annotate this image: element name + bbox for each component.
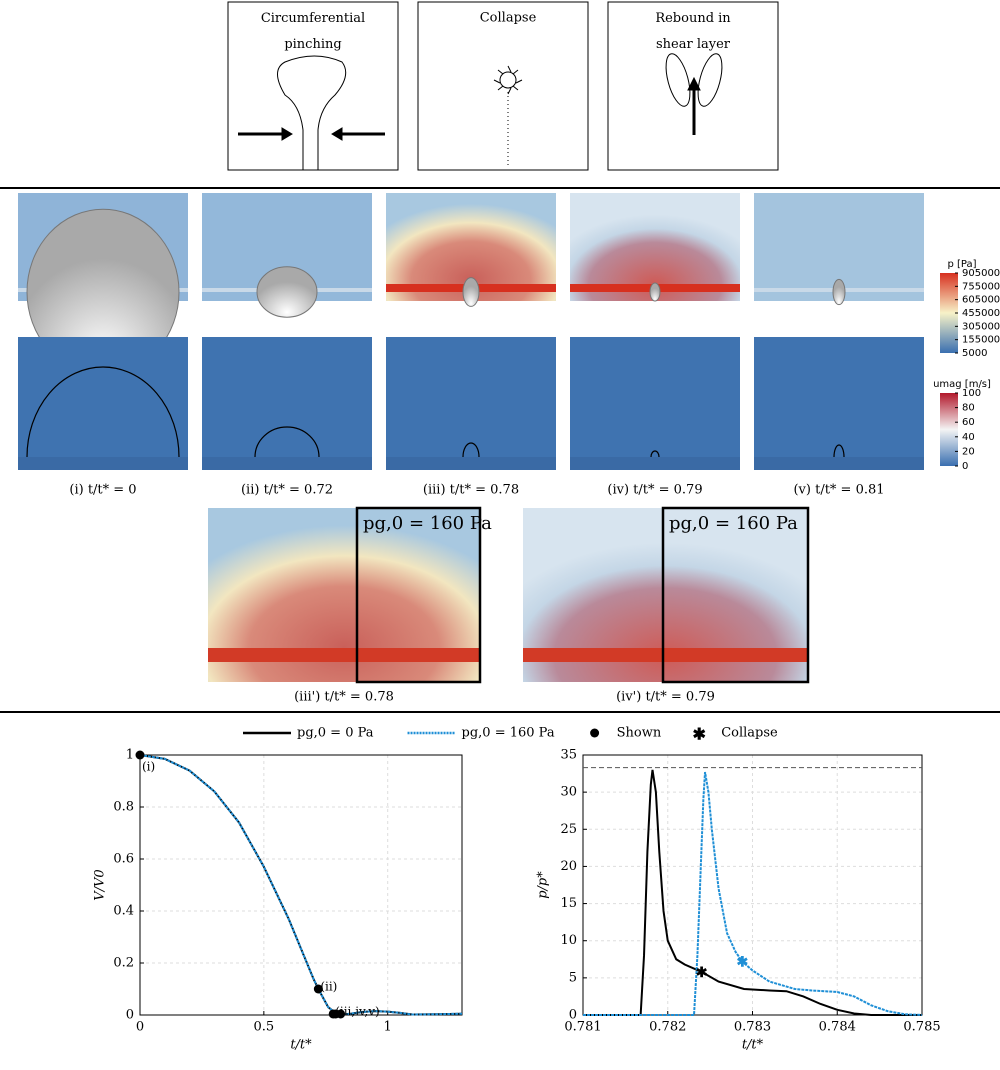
- x-axis-label: t/t*: [290, 1038, 312, 1053]
- bubble: [650, 283, 660, 301]
- y-tick-label: 0.6: [113, 852, 134, 867]
- velocity-image: [754, 337, 924, 470]
- x-axis-label: t/t*: [742, 1038, 764, 1053]
- velocity-image: [202, 337, 372, 470]
- y-tick-label: 0: [126, 1008, 134, 1023]
- arrowhead: [332, 128, 342, 140]
- panel-caption: (v) t/t* = 0.81: [793, 483, 884, 498]
- inset-label: pg,0 = 160 Pa: [669, 513, 798, 534]
- inset-label: pg,0 = 160 Pa: [363, 513, 492, 534]
- y-tick-label: 0.2: [113, 956, 134, 971]
- ring: [661, 51, 694, 108]
- wall-band: [208, 648, 480, 662]
- colorbar-tick-label: 905000: [962, 268, 1000, 279]
- colorbar-tick-label: 305000: [962, 321, 1000, 332]
- y-tick-label: 15: [560, 896, 577, 911]
- simulation-panels: (i) t/t* = 0 (ii) t/t* = 0.72 (iii) t/t* =…: [18, 193, 1000, 705]
- y-tick-label: 5: [569, 970, 577, 985]
- bubble: [463, 278, 479, 307]
- colorbar-tick-label: 100: [962, 388, 981, 399]
- wall-band: [754, 457, 924, 470]
- shown-point: [336, 1009, 345, 1018]
- collapse-point: [500, 72, 516, 88]
- y-tick-label: 10: [560, 933, 577, 948]
- legend-marker: [590, 729, 599, 738]
- colorbar-tick-label: 20: [962, 446, 975, 457]
- y-tick-label: 20: [560, 859, 577, 874]
- wall-band: [18, 457, 188, 470]
- schematic-label: Collapse: [480, 11, 537, 26]
- legend-marker: ✱: [693, 725, 706, 744]
- colorbar-tick-label: 605000: [962, 295, 1000, 306]
- colorbar-tick-label: 40: [962, 432, 975, 443]
- wall-band: [523, 648, 808, 662]
- velocity-image: [570, 337, 740, 470]
- colorbar-tick-label: 60: [962, 417, 975, 428]
- colorbar-tick-label: 455000: [962, 308, 1000, 319]
- wall-band: [386, 457, 556, 470]
- y-tick-label: 0.4: [113, 904, 134, 919]
- y-tick-label: 1: [126, 748, 134, 763]
- legend-label: Shown: [617, 726, 662, 741]
- velocity-image: [386, 337, 556, 470]
- wall-band: [570, 457, 740, 470]
- x-tick-label: 0.785: [903, 1020, 940, 1035]
- panel-caption: (iv) t/t* = 0.79: [607, 483, 702, 498]
- colorbar-tick-label: 755000: [962, 281, 1000, 292]
- y-tick-label: 0.8: [113, 800, 134, 815]
- x-tick-label: 0.5: [254, 1020, 275, 1035]
- bubble: [833, 279, 845, 304]
- panel-caption: (i) t/t* = 0: [69, 483, 136, 498]
- colorbar-tick-label: 5000: [962, 348, 987, 359]
- x-tick-label: 0.782: [649, 1020, 686, 1035]
- arrowhead: [282, 128, 292, 140]
- page: Circumferentialpinching Collapse Rebound…: [0, 0, 1000, 1066]
- panel-caption: (iii) t/t* = 0.78: [423, 483, 519, 498]
- colorbar: [940, 393, 958, 466]
- ring: [693, 51, 726, 108]
- x-tick-label: 0.783: [734, 1020, 771, 1035]
- plot-frame: [140, 755, 462, 1015]
- point-label: (ii): [320, 980, 337, 994]
- zoom-caption: (iv') t/t* = 0.79: [616, 690, 715, 705]
- colorbar-tick-label: 0: [962, 461, 968, 472]
- wall-band: [202, 457, 372, 470]
- velocity-image: [18, 337, 188, 470]
- y-tick-label: 30: [560, 785, 577, 800]
- series-line: [140, 755, 462, 1015]
- x-tick-label: 0: [136, 1020, 144, 1035]
- legend-label: pg,0 = 160 Pa: [462, 726, 555, 741]
- schematic-box: [228, 2, 398, 170]
- colorbar-tick-label: 155000: [962, 335, 1000, 346]
- shown-point: [136, 751, 145, 760]
- colorbar-tick-label: 80: [962, 403, 975, 414]
- zoom-caption: (iii') t/t* = 0.78: [294, 690, 394, 705]
- y-axis-label: V/V0: [93, 869, 108, 900]
- series-line: [140, 755, 462, 1015]
- figure: Circumferentialpinching Collapse Rebound…: [0, 0, 1000, 1066]
- y-tick-label: 35: [560, 748, 577, 763]
- point-label: (i): [142, 760, 155, 774]
- y-tick-label: 0: [569, 1008, 577, 1023]
- collapse-rays: [494, 66, 522, 94]
- legend-label: Collapse: [721, 726, 778, 741]
- pinching-bubble: [278, 56, 346, 170]
- collapse-marker: ✱: [696, 965, 708, 981]
- collapse-marker: ✱: [736, 955, 748, 971]
- panel-caption: (ii) t/t* = 0.72: [241, 483, 333, 498]
- legend-label: pg,0 = 0 Pa: [297, 726, 374, 741]
- x-tick-label: 1: [384, 1020, 392, 1035]
- x-tick-label: 0.784: [819, 1020, 856, 1035]
- y-tick-label: 25: [560, 822, 577, 837]
- schematic: [228, 2, 778, 170]
- arrowhead: [688, 78, 700, 90]
- bubble: [257, 267, 317, 317]
- y-axis-label: p/p*: [536, 871, 551, 899]
